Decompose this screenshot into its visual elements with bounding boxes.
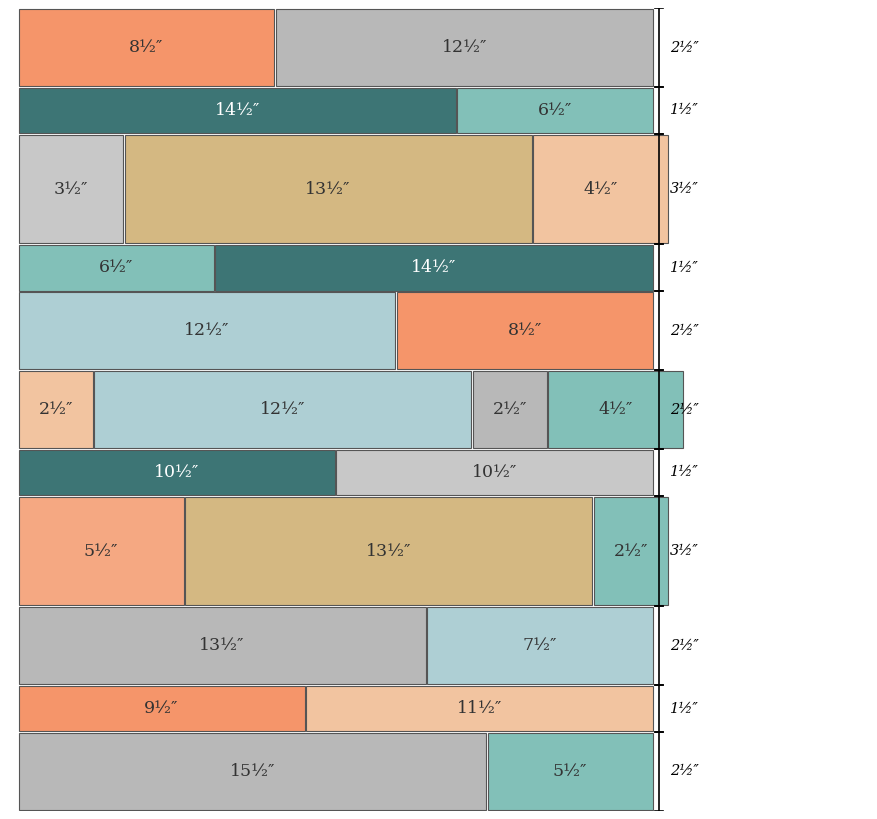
Bar — [125, 135, 531, 243]
Text: 13½″: 13½″ — [366, 543, 410, 559]
Bar — [18, 607, 425, 684]
Bar — [427, 607, 652, 684]
Text: 3½″: 3½″ — [669, 182, 698, 197]
Bar — [18, 497, 183, 605]
Text: 13½″: 13½″ — [199, 637, 245, 654]
Bar — [18, 88, 455, 133]
Text: 2½″: 2½″ — [669, 324, 698, 337]
Text: 5½″: 5½″ — [83, 543, 118, 559]
Bar — [185, 497, 591, 605]
Text: 6½″: 6½″ — [99, 260, 133, 276]
Text: 12½″: 12½″ — [260, 401, 305, 418]
Text: 2½″: 2½″ — [669, 639, 698, 653]
Bar — [547, 371, 682, 448]
Text: 1½″: 1½″ — [669, 465, 698, 479]
Bar — [306, 686, 652, 731]
Bar — [18, 292, 395, 369]
Text: 2½″: 2½″ — [669, 764, 698, 779]
Bar — [18, 135, 123, 243]
Bar — [593, 497, 667, 605]
Text: 2½″: 2½″ — [613, 543, 647, 559]
Text: 7½″: 7½″ — [522, 637, 557, 654]
Bar — [472, 371, 546, 448]
Bar — [336, 450, 652, 495]
Bar — [18, 450, 334, 495]
Bar — [457, 88, 652, 133]
Bar — [396, 292, 652, 369]
Text: 2½″: 2½″ — [492, 401, 526, 418]
Bar — [18, 371, 93, 448]
Text: 8½″: 8½″ — [507, 323, 541, 339]
Text: 2½″: 2½″ — [669, 402, 698, 417]
Bar — [487, 733, 652, 810]
Text: 14½″: 14½″ — [214, 102, 260, 119]
Text: 11½″: 11½″ — [456, 700, 502, 717]
Text: 6½″: 6½″ — [538, 102, 572, 119]
Bar — [94, 371, 470, 448]
Bar — [215, 245, 652, 291]
Text: 2½″: 2½″ — [39, 401, 73, 418]
Text: 3½″: 3½″ — [669, 544, 698, 558]
Bar — [18, 733, 486, 810]
Text: 5½″: 5½″ — [553, 763, 587, 780]
Bar — [18, 686, 304, 731]
Text: 10½″: 10½″ — [153, 464, 199, 481]
Text: 14½″: 14½″ — [410, 260, 456, 276]
Bar — [275, 9, 652, 86]
Bar — [18, 245, 214, 291]
Text: 4½″: 4½″ — [598, 401, 632, 418]
Bar — [18, 9, 274, 86]
Text: 12½″: 12½″ — [441, 39, 487, 56]
Text: 1½″: 1½″ — [669, 103, 698, 117]
Text: 1½″: 1½″ — [669, 702, 698, 716]
Text: 3½″: 3½″ — [53, 181, 88, 197]
Text: 1½″: 1½″ — [669, 261, 698, 275]
Text: 4½″: 4½″ — [582, 181, 617, 197]
Text: 9½″: 9½″ — [144, 700, 179, 717]
Text: 10½″: 10½″ — [471, 464, 517, 481]
Text: 12½″: 12½″ — [184, 323, 230, 339]
Text: 8½″: 8½″ — [129, 39, 163, 56]
Text: 2½″: 2½″ — [669, 40, 698, 55]
Text: 15½″: 15½″ — [230, 763, 275, 780]
Bar — [532, 135, 667, 243]
Text: 13½″: 13½″ — [305, 181, 351, 197]
